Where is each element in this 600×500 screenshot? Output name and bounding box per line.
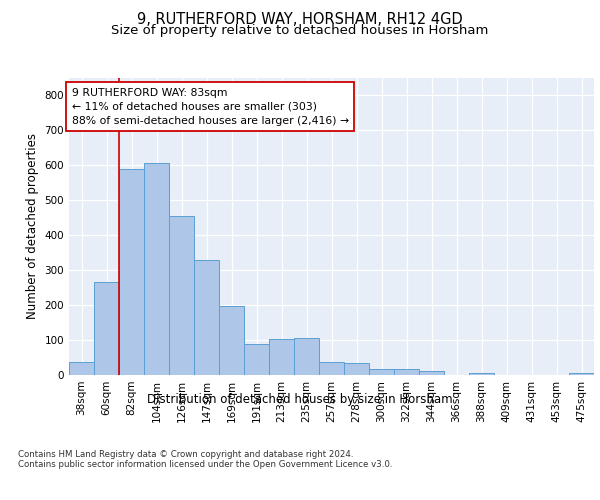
Bar (294, 338, 319, 375)
Text: Distribution of detached houses by size in Horsham: Distribution of detached houses by size … (147, 392, 453, 406)
Bar (219, 306, 244, 375)
Bar (269, 340, 294, 375)
Y-axis label: Number of detached properties: Number of detached properties (26, 133, 39, 320)
Text: Contains HM Land Registry data © Crown copyright and database right 2024.
Contai: Contains HM Land Registry data © Crown c… (18, 450, 392, 469)
Bar (419, 371, 444, 375)
Bar (244, 344, 269, 375)
Bar (569, 372, 594, 375)
Bar (119, 168, 144, 375)
Bar (394, 369, 419, 375)
Bar (469, 372, 494, 375)
Bar (344, 364, 369, 375)
Bar (319, 362, 344, 375)
Bar (69, 362, 94, 375)
Bar (194, 260, 219, 375)
Bar (169, 216, 194, 375)
Text: Size of property relative to detached houses in Horsham: Size of property relative to detached ho… (112, 24, 488, 37)
Text: 9, RUTHERFORD WAY, HORSHAM, RH12 4GD: 9, RUTHERFORD WAY, HORSHAM, RH12 4GD (137, 12, 463, 28)
Bar (144, 163, 169, 375)
Bar (369, 369, 394, 375)
Bar (94, 282, 119, 375)
Text: 9 RUTHERFORD WAY: 83sqm
← 11% of detached houses are smaller (303)
88% of semi-d: 9 RUTHERFORD WAY: 83sqm ← 11% of detache… (71, 88, 349, 126)
